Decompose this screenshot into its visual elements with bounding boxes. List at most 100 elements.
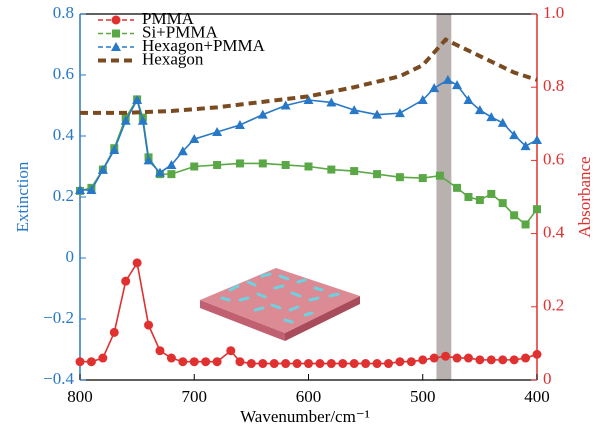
marker	[167, 170, 176, 179]
marker	[509, 130, 520, 140]
marker	[258, 359, 268, 369]
marker	[521, 220, 530, 229]
y-tick-label: −0.2	[43, 308, 74, 327]
marker	[280, 100, 291, 110]
marker	[120, 115, 131, 125]
marker	[166, 159, 177, 169]
marker	[452, 80, 463, 90]
marker	[234, 120, 245, 130]
y2-tick-label: 0.2	[543, 296, 564, 315]
inset-illustration	[200, 268, 360, 341]
marker	[429, 353, 439, 363]
marker	[395, 173, 404, 182]
marker	[75, 357, 85, 367]
marker	[213, 160, 222, 169]
marker	[144, 320, 154, 330]
y-tick-label: 0.8	[53, 3, 74, 22]
marker	[475, 196, 484, 205]
marker	[269, 359, 279, 369]
marker	[498, 355, 508, 365]
marker	[201, 357, 211, 367]
marker	[292, 359, 302, 369]
marker	[132, 95, 143, 105]
marker	[453, 183, 462, 192]
marker	[441, 351, 451, 361]
marker	[383, 359, 393, 369]
marker	[372, 109, 383, 119]
legend-label: Si+PMMA	[142, 22, 218, 41]
highlight-band	[436, 14, 452, 380]
marker	[532, 349, 542, 359]
marker	[463, 353, 473, 363]
marker	[190, 162, 199, 171]
y-tick-label: −0.4	[43, 369, 74, 388]
legend-label: PMMA	[142, 9, 195, 28]
marker	[246, 359, 256, 369]
y-tick-label: 0	[66, 247, 75, 266]
marker	[327, 165, 336, 174]
marker	[361, 359, 371, 369]
marker	[509, 355, 519, 365]
y-axis-label: Extinction	[13, 161, 32, 232]
marker	[304, 162, 313, 171]
marker	[406, 357, 416, 367]
marker	[326, 359, 336, 369]
y2-tick-label: 0.4	[543, 223, 565, 242]
marker	[442, 74, 453, 84]
marker	[475, 355, 485, 365]
marker	[109, 327, 119, 337]
marker	[112, 29, 120, 38]
x-tick-label: 500	[410, 387, 436, 406]
marker	[418, 174, 427, 183]
x-axis-label: Wavenumber/cm⁻¹	[240, 407, 370, 426]
marker	[304, 359, 313, 369]
marker	[189, 134, 200, 144]
x-tick-label: 700	[182, 387, 208, 406]
marker	[86, 184, 97, 194]
marker	[394, 108, 405, 118]
marker	[98, 353, 108, 363]
x-tick-label: 600	[296, 387, 322, 406]
marker	[429, 83, 440, 93]
marker	[521, 353, 531, 363]
marker	[111, 42, 121, 51]
y2-tick-label: 1.0	[543, 3, 564, 22]
y2-axis-label: Absorbance	[575, 156, 594, 237]
marker	[532, 134, 542, 144]
marker	[212, 357, 222, 367]
marker	[226, 346, 236, 356]
marker	[155, 346, 165, 356]
marker	[132, 258, 142, 268]
marker	[497, 117, 508, 127]
marker	[326, 97, 337, 107]
marker	[395, 357, 405, 367]
marker	[474, 105, 485, 115]
marker	[111, 15, 121, 25]
marker	[137, 115, 148, 125]
marker	[86, 357, 96, 367]
y-tick-label: 0.4	[53, 125, 75, 144]
marker	[177, 146, 188, 156]
marker	[281, 160, 290, 169]
marker	[463, 95, 474, 105]
legend-label: Hexagon	[142, 49, 204, 68]
marker	[373, 170, 382, 179]
marker	[520, 141, 531, 151]
marker	[498, 199, 507, 208]
marker	[486, 112, 497, 122]
marker	[349, 105, 360, 115]
marker	[166, 353, 176, 363]
marker	[372, 359, 382, 369]
y2-tick-label: 0	[543, 369, 552, 388]
marker	[315, 359, 325, 369]
x-tick-label: 800	[67, 387, 93, 406]
marker	[154, 167, 165, 177]
marker	[464, 193, 473, 201]
marker	[435, 171, 444, 180]
marker	[533, 205, 541, 214]
series-line	[80, 37, 538, 115]
marker	[350, 167, 359, 176]
marker	[212, 127, 223, 137]
